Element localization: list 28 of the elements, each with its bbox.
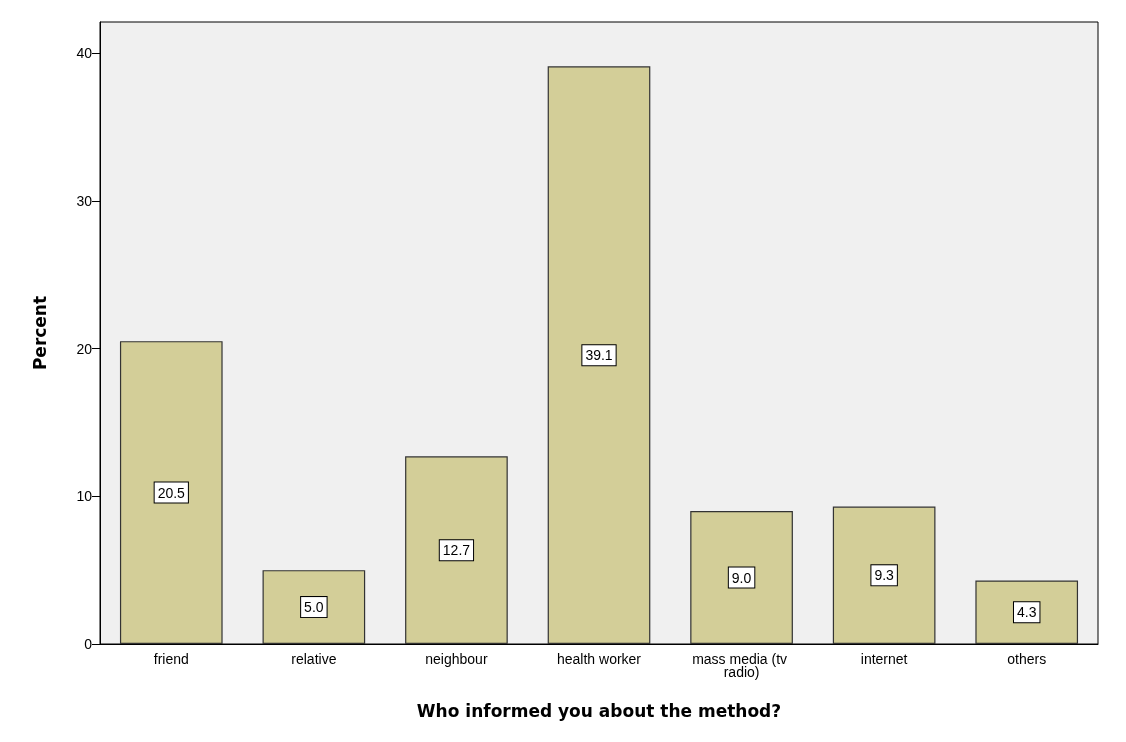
x-tick-label: health worker — [556, 650, 642, 667]
y-tick-label: 30 — [76, 192, 93, 209]
y-axis-title: Percent — [29, 295, 50, 371]
data-label: 4.3 — [1016, 604, 1037, 621]
x-tick-label: friend — [153, 650, 189, 667]
x-tick-label: relative — [291, 650, 337, 667]
y-tick-label: 40 — [76, 45, 93, 62]
bar — [690, 511, 793, 644]
bar — [119, 341, 223, 644]
data-label: 9.3 — [874, 567, 895, 584]
data-label: 20.5 — [157, 484, 186, 501]
data-label: 12.7 — [442, 542, 471, 559]
data-label: 5.0 — [304, 599, 324, 616]
data-label: 39.1 — [585, 347, 613, 364]
x-tick-label: internet — [860, 650, 908, 667]
bar — [832, 506, 936, 644]
bar — [975, 580, 1079, 644]
x-tick-label: mass media (tv radio) — [692, 650, 791, 680]
x-tick-label: neighbour — [425, 650, 488, 667]
data-label: 9.0 — [731, 569, 752, 586]
y-tick-label: 10 — [76, 488, 93, 505]
y-tick-label: 0 — [84, 636, 93, 652]
y-tick-label: 20 — [76, 340, 93, 357]
bar — [547, 66, 651, 644]
bar — [405, 456, 508, 644]
x-axis-title: Who informed you about the method? — [416, 700, 782, 721]
x-tick-label: others — [1007, 650, 1047, 667]
bar — [262, 570, 366, 644]
